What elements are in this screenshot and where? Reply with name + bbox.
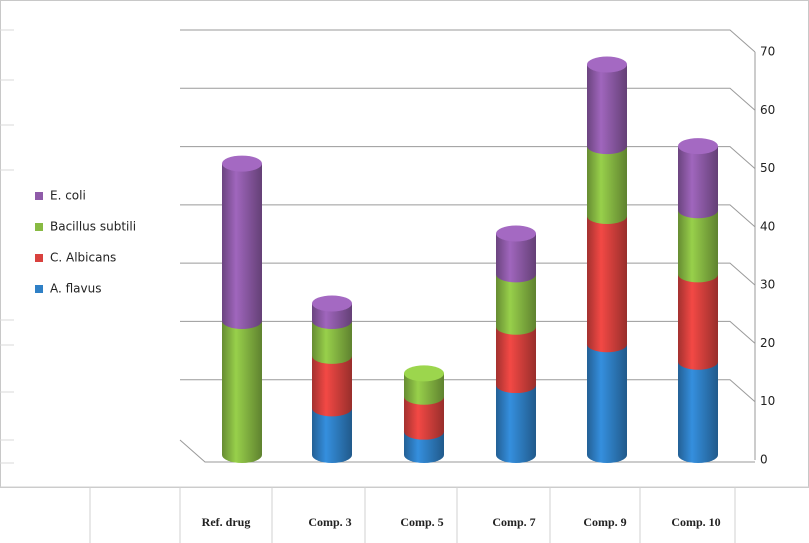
bar — [496, 274, 536, 327]
bar — [678, 274, 718, 362]
bar-top — [312, 295, 352, 312]
bar-segment — [678, 274, 718, 370]
x-tick-label: Comp. 3 — [308, 515, 351, 529]
y-tick-label: 20 — [760, 336, 775, 350]
bar — [587, 344, 627, 455]
bar-top — [404, 365, 444, 382]
bar-top — [587, 56, 627, 73]
bar-segment — [312, 408, 352, 463]
grid-line — [180, 262, 756, 286]
grid-line — [180, 87, 756, 111]
y-tick-label: 50 — [760, 161, 775, 175]
legend-label: A. flavus — [50, 282, 102, 296]
legend-label: Bacillus subtili — [50, 220, 136, 234]
legend-swatch — [35, 223, 43, 231]
bar — [496, 326, 536, 386]
legend-label: E. coli — [50, 189, 86, 203]
legend-swatch — [35, 285, 43, 293]
bar-segment — [587, 146, 627, 225]
bar-segment — [222, 163, 262, 329]
bar-segment — [496, 274, 536, 335]
bar-segment — [222, 320, 262, 463]
bar-segment — [678, 146, 718, 219]
floor — [179, 439, 755, 463]
grid-line — [180, 320, 756, 344]
bar-segment — [678, 361, 718, 463]
grid-line — [180, 29, 756, 53]
y-tick-label: 10 — [760, 394, 775, 408]
grid-line — [180, 146, 756, 169]
bar — [222, 320, 262, 455]
y-tick-label: 0 — [760, 453, 768, 467]
y-tick-label: 40 — [760, 219, 775, 233]
bar-segment — [587, 344, 627, 463]
bar — [587, 146, 627, 217]
bar-segment — [312, 355, 352, 417]
bar — [587, 64, 627, 147]
grid-line — [180, 204, 756, 228]
x-tick-label: Comp. 7 — [492, 515, 535, 529]
bar-segment — [587, 64, 627, 155]
bar — [678, 361, 718, 455]
bar — [678, 146, 718, 211]
legend-label: C. Albicans — [50, 251, 116, 265]
bar-segment — [678, 210, 718, 283]
y-tick-label: 70 — [760, 45, 775, 59]
legend-swatch — [35, 254, 43, 262]
x-tick-label: Ref. drug — [202, 515, 251, 529]
bar — [496, 385, 536, 455]
bar-segment — [496, 385, 536, 463]
bar — [678, 210, 718, 275]
bar-segment — [496, 326, 536, 394]
legend-swatch — [35, 192, 43, 200]
x-tick-label: Comp. 10 — [671, 515, 720, 529]
table-lines — [0, 486, 809, 543]
grid-line — [180, 379, 756, 403]
bar — [222, 163, 262, 321]
bar-top — [496, 225, 536, 242]
bar-segment — [587, 216, 627, 353]
bar-top — [678, 138, 718, 155]
bar — [587, 216, 627, 345]
x-tick-label: Comp. 9 — [583, 515, 626, 529]
bar-top — [222, 155, 262, 172]
y-tick-label: 30 — [760, 278, 775, 292]
x-tick-label: Comp. 5 — [400, 515, 443, 529]
bar — [312, 355, 352, 409]
left-ticks — [0, 29, 14, 464]
y-tick-label: 60 — [760, 103, 775, 117]
